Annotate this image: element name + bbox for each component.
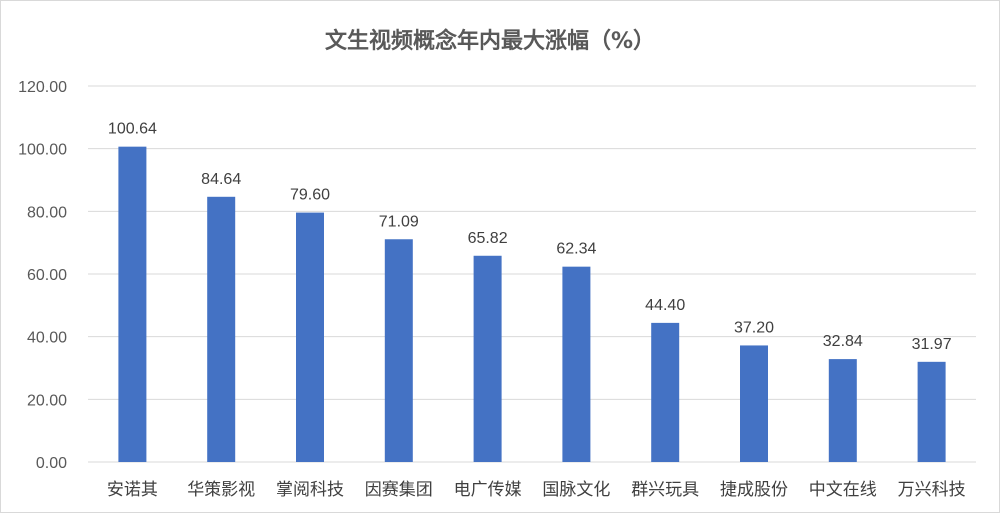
data-label: 31.97 [912,336,952,353]
x-tick-label: 安诺其 [107,480,158,500]
x-tick-label: 中文在线 [809,480,877,500]
y-tick-label: 120.00 [18,79,67,96]
x-tick-label: 捷成股份 [720,480,788,500]
bar [651,322,680,462]
data-label: 62.34 [556,241,596,258]
y-tick-label: 20.00 [27,392,67,409]
data-label: 65.82 [468,230,508,247]
bar [384,239,413,462]
x-tick-label: 掌阅科技 [276,480,344,500]
value-labels: 100.64 84.64 79.60 71.09 65.82 62.34 44.40 37.2… [108,121,952,353]
y-tick-label: 80.00 [27,204,67,221]
y-axis-ticks: 0.00 20.00 40.00 60.00 80.00 100.00 120.00 [18,79,67,472]
x-tick-label: 国脉文化 [542,480,610,500]
y-tick-label: 0.00 [36,455,67,472]
x-tick-label: 群兴玩具 [631,480,699,500]
bars [118,146,946,463]
y-tick-label: 40.00 [27,330,67,347]
data-label: 79.60 [290,187,330,204]
data-label: 37.20 [734,319,774,336]
data-label: 44.40 [645,297,685,314]
bar [296,212,324,462]
x-tick-label: 因赛集团 [365,479,433,500]
data-label: 32.84 [823,333,863,350]
bar [562,266,591,462]
x-tick-label: 万兴科技 [898,480,966,500]
x-tick-label: 电广传媒 [454,480,522,500]
data-label: 71.09 [379,213,419,230]
bar [207,196,236,462]
bar [118,146,147,463]
chart-title: 文生视频概念年内最大涨幅（%） [325,28,655,54]
y-tick-label: 100.00 [18,142,67,159]
y-tick-label: 60.00 [27,267,67,284]
x-axis-categories: 安诺其 华策影视 掌阅科技 因赛集团 电广传媒 国脉文化 群兴玩具 捷成股份 中文在线 万兴科技 [107,479,966,500]
x-tick-label: 华策影视 [187,480,255,500]
data-label: 84.64 [201,171,241,188]
bar [740,345,768,462]
data-label: 100.64 [108,121,157,138]
gridlines [88,85,976,463]
bar [473,255,502,462]
bar [828,359,857,462]
bar [917,361,946,462]
